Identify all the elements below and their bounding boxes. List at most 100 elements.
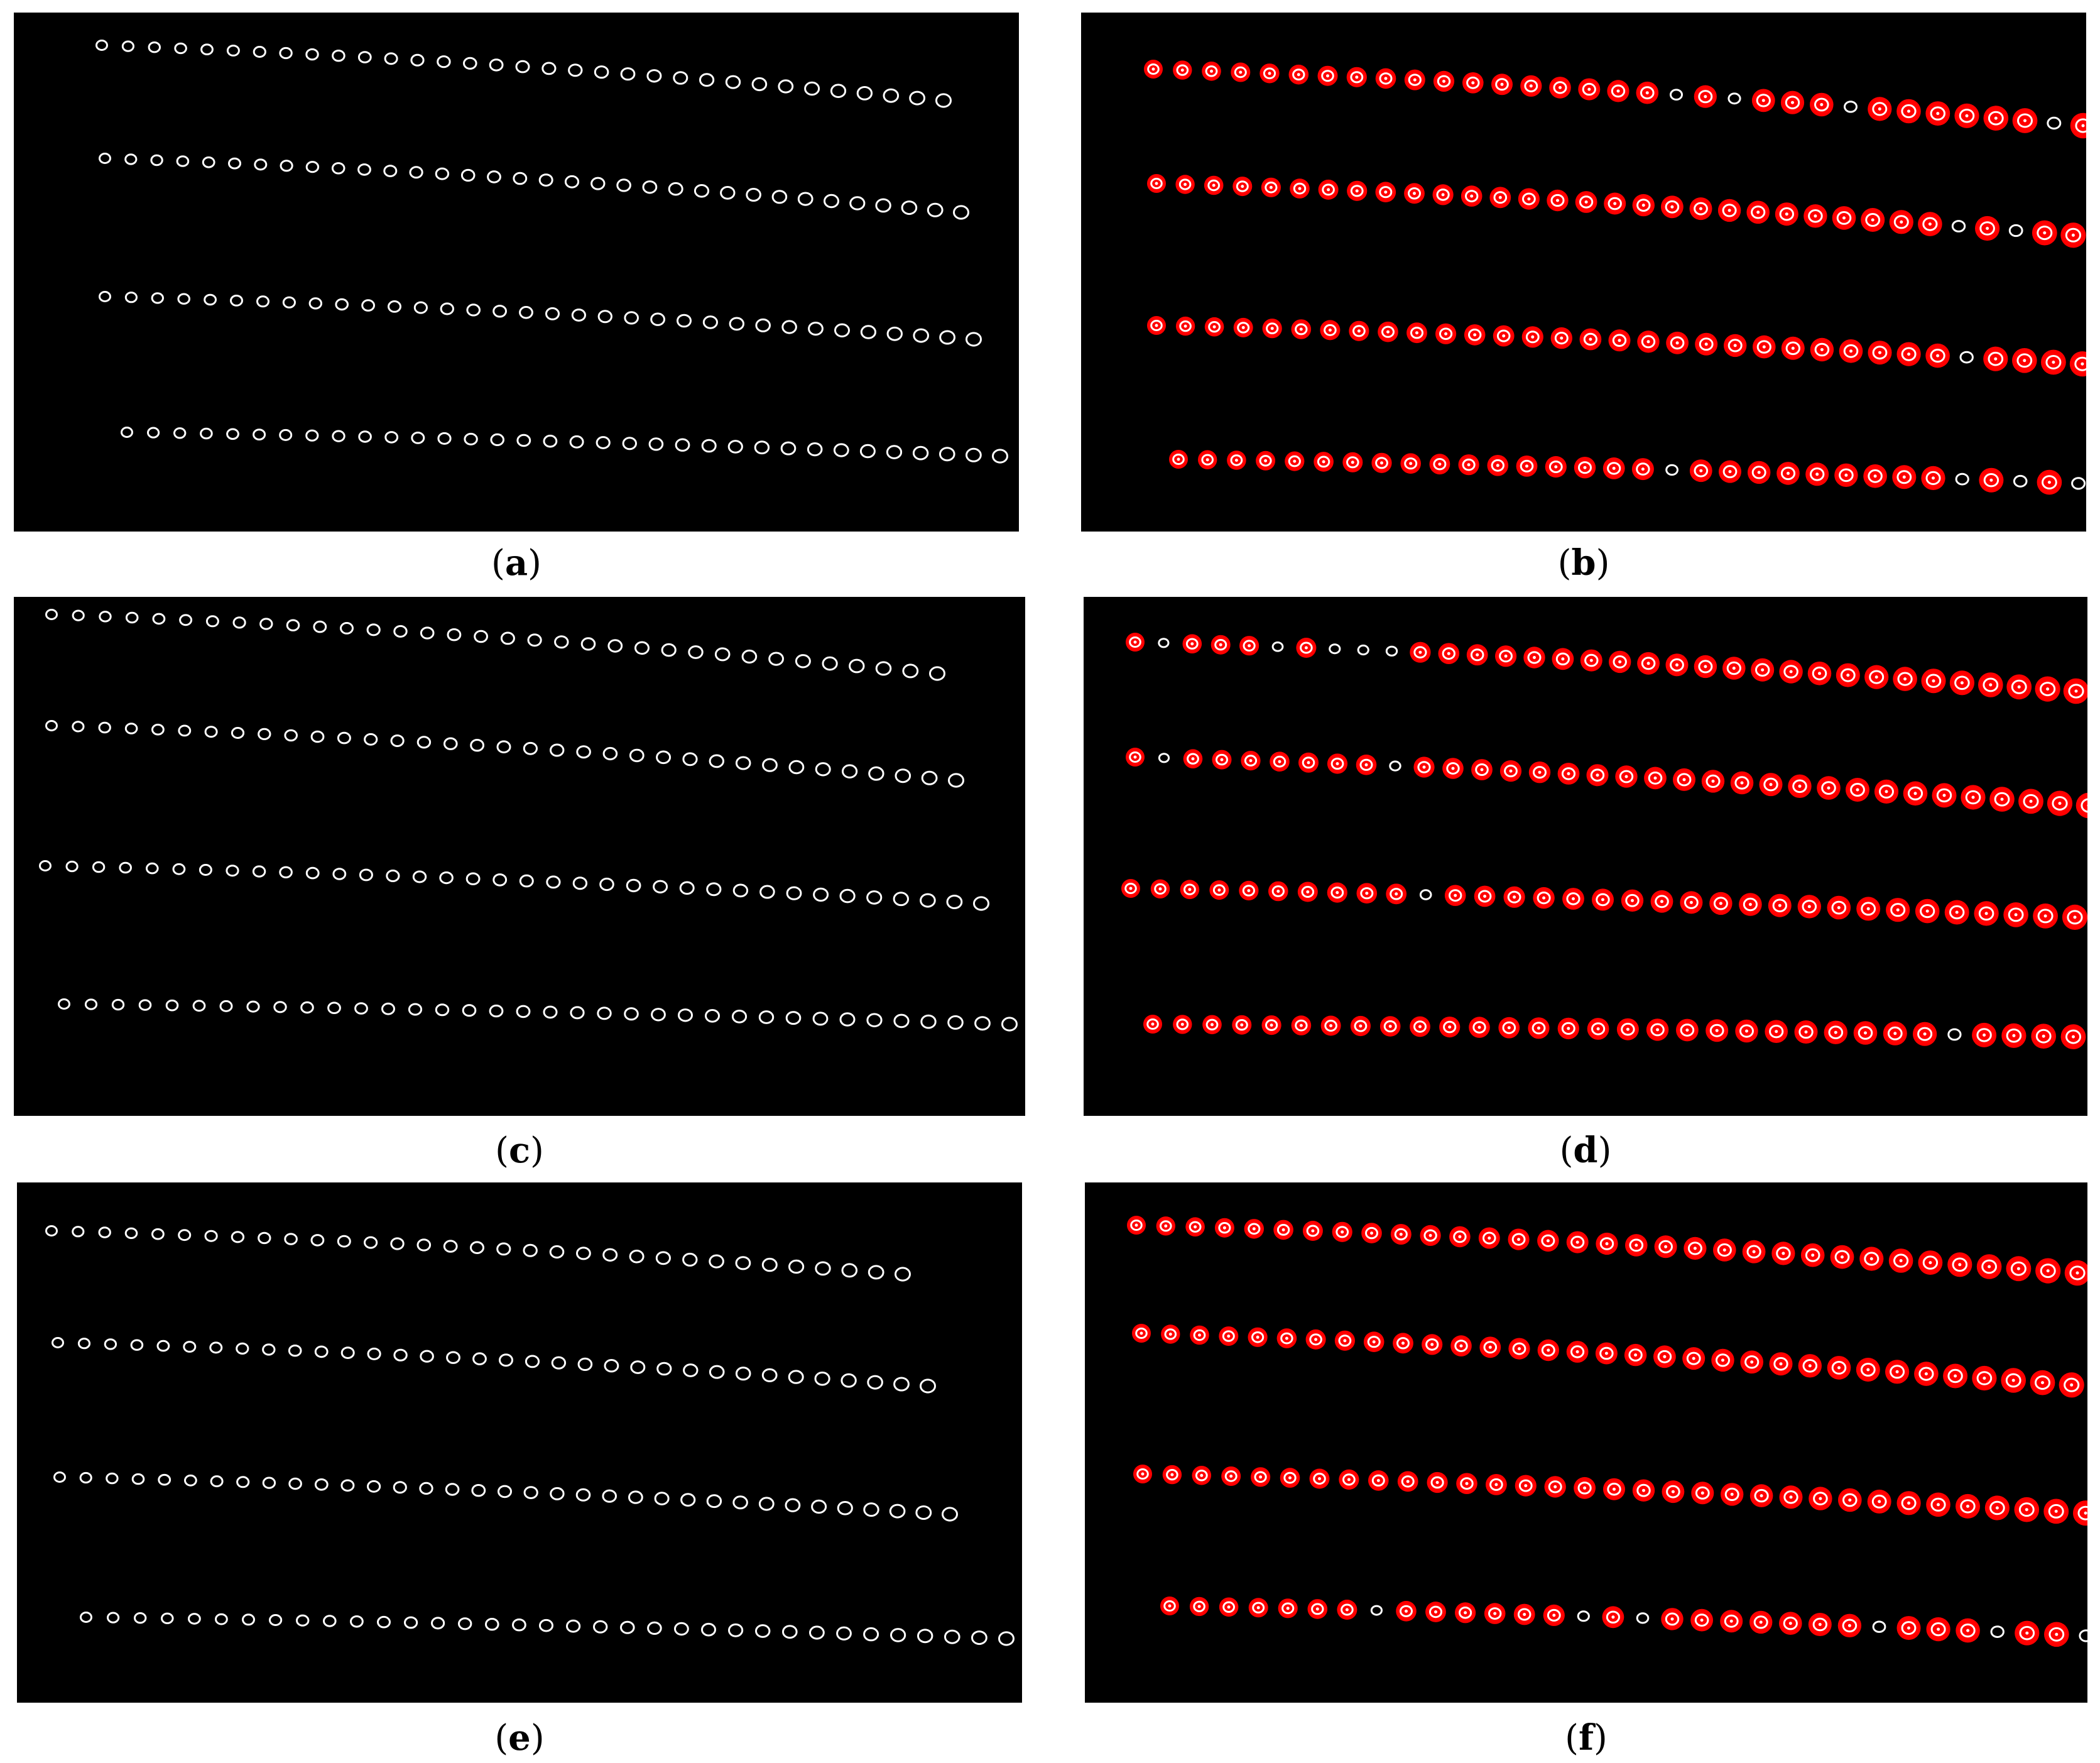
centroid-dot <box>1641 467 1645 471</box>
detected-droplet-marker <box>2035 1258 2061 1284</box>
detected-droplet-marker <box>1147 316 1166 335</box>
centroid-dot <box>1451 767 1455 770</box>
droplet-contour <box>953 205 969 220</box>
droplet-contour <box>1205 65 1218 77</box>
droplet-contour <box>1890 1365 1905 1379</box>
droplet-contour <box>571 308 587 322</box>
droplet-contour <box>1756 94 1771 107</box>
centroid-dot <box>1276 890 1280 893</box>
droplet-contour <box>1783 665 1798 679</box>
droplet-contour <box>781 320 797 334</box>
droplet-contour <box>1522 192 1536 205</box>
droplet-contour <box>1489 1478 1503 1491</box>
droplet-contour <box>1507 890 1521 903</box>
droplet-contour <box>419 1482 433 1495</box>
centroid-dot <box>1183 183 1187 186</box>
droplet-contour <box>1994 792 2010 807</box>
caption-c: (c) <box>495 1130 544 1171</box>
detected-droplet-marker <box>1644 767 1667 790</box>
centroid-dot <box>1269 185 1273 189</box>
droplet-contour <box>836 1626 852 1640</box>
droplet-contour <box>53 1471 66 1483</box>
detected-droplet-marker <box>1356 755 1377 775</box>
droplet-contour <box>1423 1229 1437 1242</box>
detected-droplet-marker <box>1794 1020 1818 1044</box>
droplet-contour <box>602 1489 617 1503</box>
centroid-dot <box>1641 204 1645 207</box>
droplet-contour <box>1744 1355 1760 1369</box>
droplet-contour <box>1636 199 1651 212</box>
centroid-dot <box>1827 786 1831 790</box>
centroid-dot <box>1596 773 1599 777</box>
detected-droplet-marker <box>1753 335 1776 359</box>
droplet-contour <box>2023 794 2039 809</box>
detected-droplet-marker <box>1543 1604 1565 1626</box>
centroid-dot <box>1327 188 1330 192</box>
centroid-dot <box>1837 906 1841 910</box>
droplet-contour <box>262 1343 276 1356</box>
centroid-dot <box>1700 1618 1704 1622</box>
droplet-contour <box>525 1355 540 1368</box>
droplet-contour <box>746 188 761 202</box>
detected-droplet-marker <box>1637 652 1660 675</box>
centroid-dot <box>1715 1029 1719 1032</box>
droplet-contour <box>1893 1253 1909 1268</box>
droplet-contour <box>1812 666 1827 680</box>
droplet-contour <box>1306 1225 1320 1237</box>
droplet-contour <box>1541 1343 1555 1357</box>
centroid-dot <box>1721 1358 1724 1362</box>
centroid-dot <box>1675 663 1678 667</box>
droplet-contour <box>226 428 239 440</box>
detected-droplet-marker <box>1868 97 1892 121</box>
droplet-contour <box>178 724 192 737</box>
detected-droplet-marker <box>1518 188 1540 210</box>
droplet-contour <box>431 1617 445 1630</box>
droplet-row <box>1133 1465 2087 1526</box>
centroid-dot <box>1704 665 1707 669</box>
droplet-contour <box>1726 661 1741 675</box>
droplet-contour <box>460 168 476 182</box>
droplet-contour <box>1317 456 1330 468</box>
centroid-dot <box>1815 472 1819 476</box>
panel-e <box>17 1182 1022 1703</box>
detected-droplet-marker <box>1735 1019 1758 1043</box>
droplet-contour <box>1242 885 1255 897</box>
centroid-dot <box>1700 1491 1704 1495</box>
droplet-contour <box>849 196 866 210</box>
centroid-dot <box>1728 470 1732 474</box>
droplet-contour <box>673 71 688 85</box>
centroid-dot <box>1847 1624 1851 1627</box>
droplet-contour <box>1365 1226 1378 1240</box>
centroid-dot <box>1745 1029 1748 1033</box>
detected-droplet-marker <box>1830 1245 1854 1269</box>
droplet-contour <box>1570 1235 1585 1249</box>
droplet-contour <box>1724 1614 1739 1628</box>
droplet-contour <box>1512 1342 1526 1355</box>
centroid-dot <box>1341 1230 1344 1234</box>
detected-droplet-marker <box>1636 81 1659 104</box>
droplet-contour <box>173 427 187 439</box>
droplet-contour <box>948 773 964 788</box>
droplet-contour <box>1336 1226 1349 1238</box>
centroid-dot <box>1259 1475 1263 1479</box>
droplet-contour <box>788 760 805 775</box>
droplet-contour <box>1222 1330 1235 1342</box>
centroid-dot <box>1936 354 1940 358</box>
detected-droplet-marker <box>1682 1347 1706 1370</box>
centroid-dot <box>1618 339 1621 342</box>
droplet-contour <box>966 447 982 462</box>
centroid-dot <box>1405 1609 1408 1613</box>
detected-droplet-marker <box>1327 882 1347 903</box>
centroid-dot <box>1675 341 1679 345</box>
droplet-contour <box>1367 1336 1381 1348</box>
centroid-dot <box>1502 334 1506 338</box>
detected-droplet-marker <box>2041 349 2066 375</box>
droplet-contour <box>231 1231 245 1243</box>
droplet-contour <box>785 1011 802 1025</box>
detected-droplet-marker <box>1989 787 2015 812</box>
droplet-contour <box>1207 179 1221 192</box>
detected-droplet-marker <box>1239 880 1259 901</box>
droplet-contour <box>1751 205 1766 219</box>
droplet-contour <box>1979 221 1995 236</box>
droplet-contour <box>1756 340 1771 354</box>
